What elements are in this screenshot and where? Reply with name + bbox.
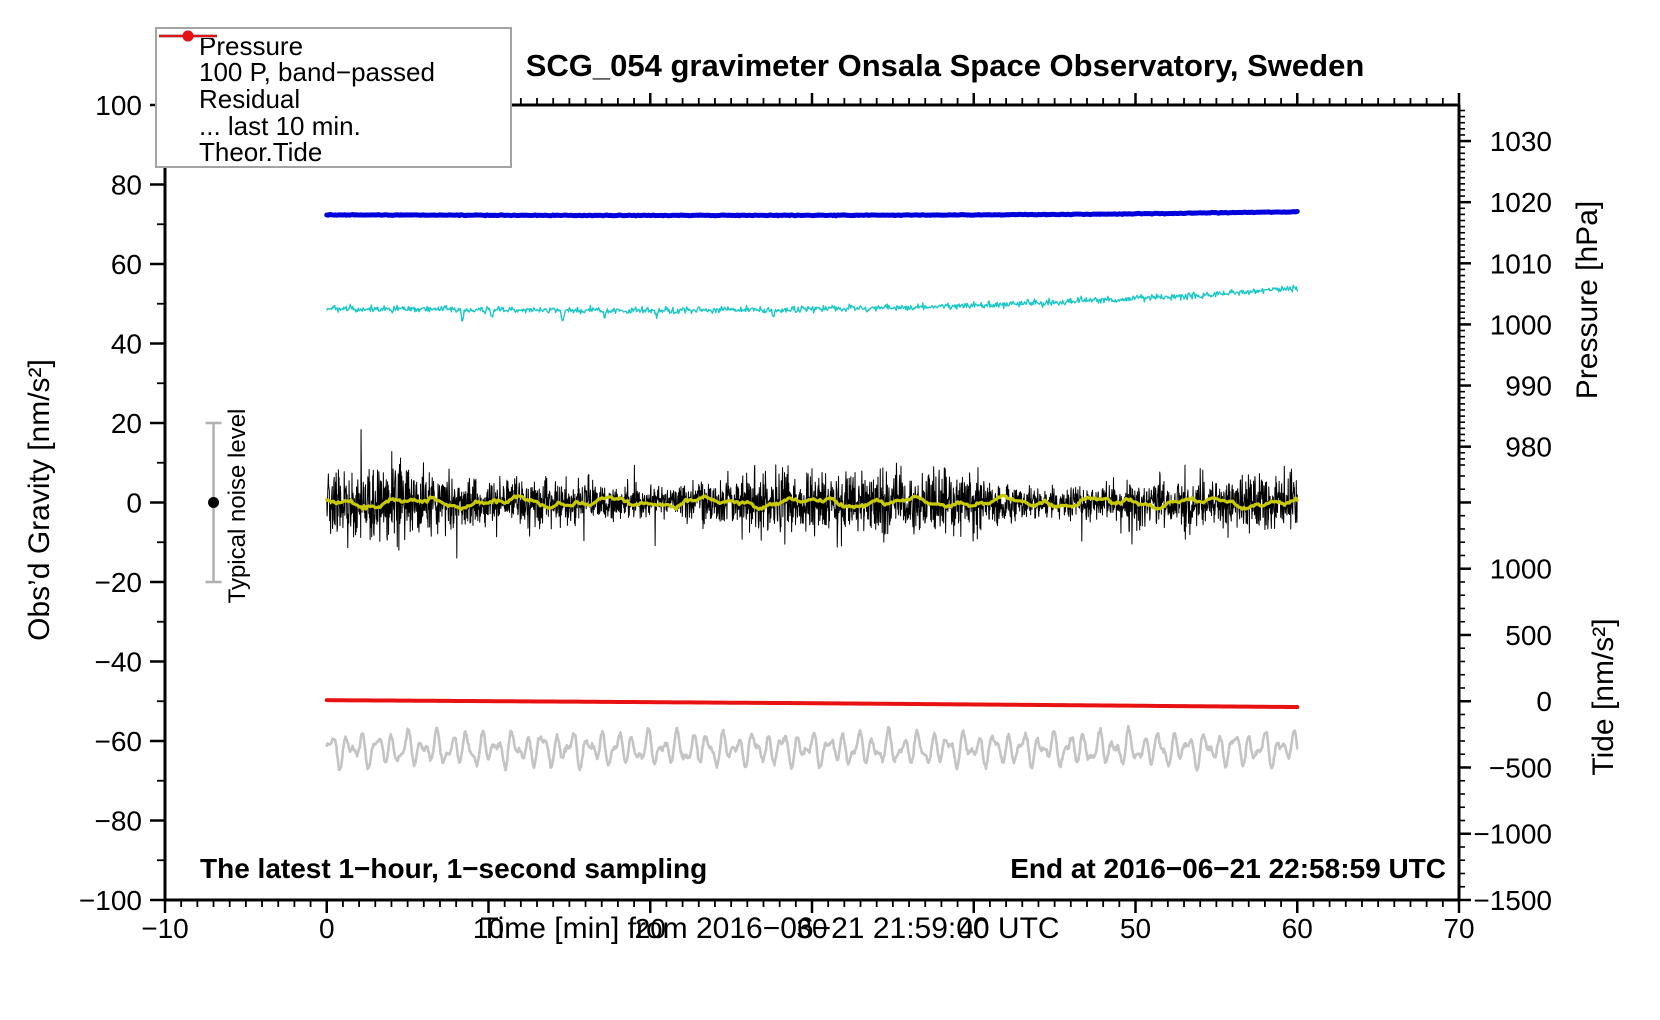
svg-text:60: 60 xyxy=(111,249,142,280)
theor-tide-series xyxy=(324,698,1300,710)
left-axis-label: Obs’d Gravity [nm/s²] xyxy=(23,359,56,641)
svg-text:50: 50 xyxy=(1120,913,1151,944)
svg-text:−60: −60 xyxy=(95,726,143,757)
legend-marker-4 xyxy=(159,30,217,42)
noise-level-label: Typical noise level xyxy=(224,408,251,604)
svg-text:30: 30 xyxy=(796,913,827,944)
svg-text:70: 70 xyxy=(1443,913,1474,944)
svg-text:−40: −40 xyxy=(95,647,143,678)
svg-text:20: 20 xyxy=(111,408,142,439)
chart-title: SCG_054 gravimeter Onsala Space Observat… xyxy=(525,48,1365,83)
legend-item-1: 100 P, band−passed xyxy=(157,30,510,88)
axis-ticks: −10 0 10 20 30 40 50 60 70−100−80−60−40−20020406… xyxy=(79,90,1552,944)
svg-text:0: 0 xyxy=(319,913,335,944)
svg-text:−1000: −1000 xyxy=(1473,819,1552,850)
svg-text:20: 20 xyxy=(635,913,666,944)
legend-label-1: 100 P, band−passed xyxy=(199,57,435,88)
svg-text:−10: −10 xyxy=(141,913,189,944)
series-group xyxy=(324,208,1300,772)
svg-text:100: 100 xyxy=(95,90,142,121)
svg-text:1030: 1030 xyxy=(1490,126,1552,157)
legend: Pressure 100 P, band−passed Residual... la… xyxy=(155,27,512,168)
noise-level-dot xyxy=(208,497,220,508)
residual-smoothed-series xyxy=(325,493,1299,512)
pressure-axis-label: Pressure [hPa] xyxy=(1571,200,1604,400)
svg-text:−20: −20 xyxy=(95,567,143,598)
legend-label-4: Theor.Tide xyxy=(199,137,323,168)
svg-text:−80: −80 xyxy=(95,806,143,837)
svg-text:80: 80 xyxy=(111,170,142,201)
legend-label-2: Residual xyxy=(199,83,301,114)
svg-text:0: 0 xyxy=(126,488,142,519)
svg-text:500: 500 xyxy=(1505,620,1552,651)
band-passed-series xyxy=(326,284,1298,322)
svg-text:60: 60 xyxy=(1282,913,1313,944)
svg-text:1010: 1010 xyxy=(1490,248,1552,279)
svg-text:1000: 1000 xyxy=(1490,309,1552,340)
svg-text:−500: −500 xyxy=(1489,752,1552,783)
svg-text:40: 40 xyxy=(958,913,989,944)
end-time-annotation: End at 2016−06−21 22:58:59 UTC xyxy=(1010,853,1446,884)
svg-text:−100: −100 xyxy=(79,885,142,916)
svg-text:990: 990 xyxy=(1505,371,1552,402)
svg-text:980: 980 xyxy=(1505,432,1552,463)
svg-text:0: 0 xyxy=(1536,686,1552,717)
legend-item-2: Residual xyxy=(157,34,510,114)
svg-text:−1500: −1500 xyxy=(1473,885,1552,916)
legend-item-4: Theor.Tide xyxy=(157,30,510,168)
last-10-min-series xyxy=(325,724,1299,772)
svg-text:1020: 1020 xyxy=(1490,187,1552,218)
svg-text:10: 10 xyxy=(473,913,504,944)
svg-text:40: 40 xyxy=(111,329,142,360)
pressure-series xyxy=(324,208,1300,219)
residual-series xyxy=(326,429,1298,559)
legend-item-3: ... last 10 min. xyxy=(157,34,510,141)
sampling-annotation: The latest 1−hour, 1−second sampling xyxy=(200,853,708,884)
x-axis-label: Time [min] from 2016−06−21 21:59:00 UTC xyxy=(480,912,1060,945)
noise-level-bar xyxy=(205,421,222,584)
legend-label-3: ... last 10 min. xyxy=(199,110,361,141)
svg-text:1000: 1000 xyxy=(1490,554,1552,585)
tide-axis-label: Tide [nm/s²] xyxy=(1587,618,1620,776)
